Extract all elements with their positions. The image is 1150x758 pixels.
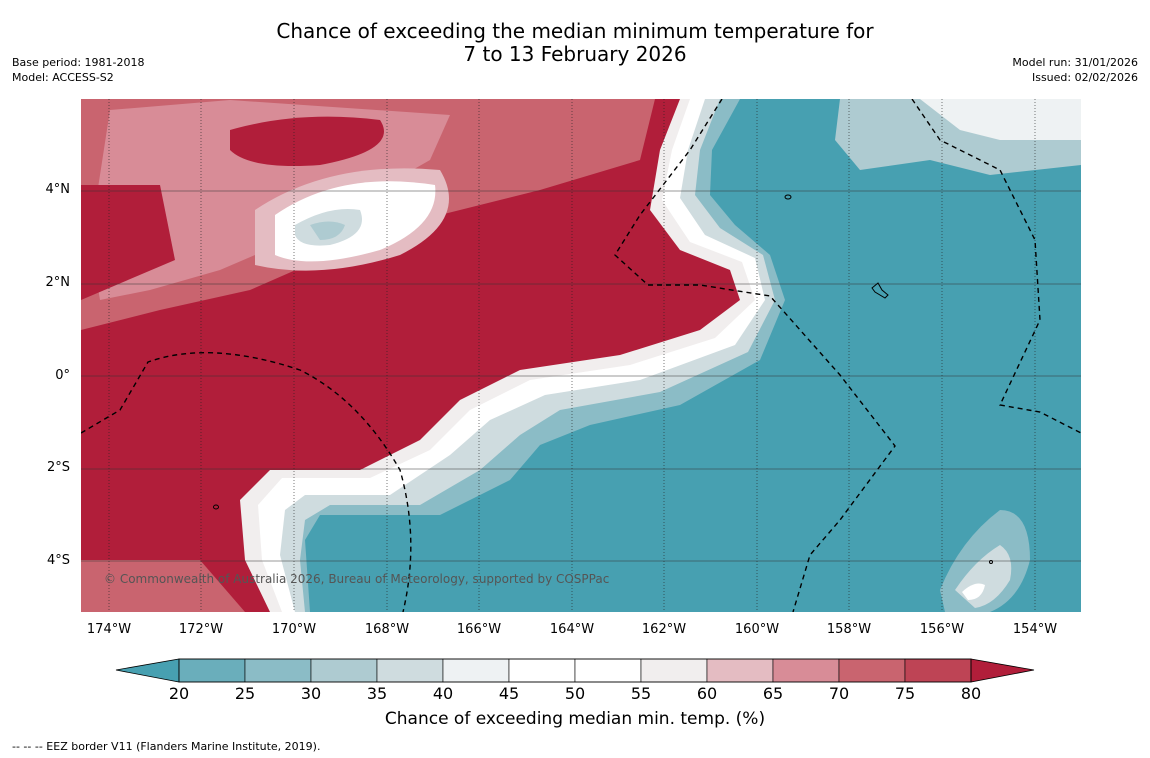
lat-label-0: 0° (55, 368, 70, 383)
colorbar-segment (310, 658, 378, 683)
colorbar-segment (442, 658, 510, 683)
copyright-notice: © Commonwealth of Australia 2026, Bureau… (104, 572, 610, 586)
colorbar-tick: 35 (366, 684, 388, 703)
colorbar-segment (904, 658, 972, 683)
ne-light-patch (920, 99, 1081, 140)
se-white-patch (962, 583, 985, 600)
colorbar-tick: 70 (828, 684, 850, 703)
contour-30-north (310, 221, 345, 240)
issued-date: Issued: 02/02/2026 (1031, 71, 1138, 84)
lon-label-162w: 162°W (641, 622, 687, 637)
contour-20-main (305, 99, 1081, 612)
colorbar-segment (574, 658, 642, 683)
lon-label-156w: 156°W (919, 622, 965, 637)
colorbar-frame (178, 658, 972, 683)
lat-label-2s: 2°S (46, 460, 70, 475)
colorbar-low-arrow (115, 658, 180, 683)
lat-label-4n: 4°N (45, 182, 71, 197)
warm-core-b (81, 185, 175, 300)
colorbar-segment (178, 658, 246, 683)
probability-contours (81, 99, 1081, 612)
lat-label-2n: 2°N (45, 275, 71, 290)
map-title-line1: Chance of exceeding the median minimum t… (276, 19, 874, 43)
colorbar-segment (838, 658, 906, 683)
base-period: Base period: 1981-2018 (12, 56, 145, 69)
colorbar-tick: 20 (168, 684, 190, 703)
model-name: Model: ACCESS-S2 (12, 71, 114, 84)
eez-borders (81, 99, 1081, 612)
contour-70-south (81, 560, 245, 612)
colorbar-tick: 30 (300, 684, 322, 703)
colorbar-high-arrow (970, 658, 1035, 683)
colorbar-tick: 75 (894, 684, 916, 703)
colorbar-label: Chance of exceeding median min. temp. (%… (384, 709, 766, 729)
colorbar-segment (376, 658, 444, 683)
colorbar-tick: 40 (432, 684, 454, 703)
colorbar-tick: 65 (762, 684, 784, 703)
warm-core-a (230, 116, 384, 166)
lon-label-168w: 168°W (364, 622, 410, 637)
colorbar-tick: 60 (696, 684, 718, 703)
model-run: Model run: 31/01/2026 (1012, 56, 1138, 69)
colorbar-tick: 80 (960, 684, 982, 703)
map-title-line2: 7 to 13 February 2026 (463, 42, 687, 66)
lat-label-4s: 4°S (46, 553, 70, 568)
lon-label-170w: 170°W (271, 622, 317, 637)
lon-label-172w: 172°W (178, 622, 224, 637)
lon-label-160w: 160°W (734, 622, 780, 637)
colorbar-segment (244, 658, 312, 683)
lon-label-166w: 166°W (456, 622, 502, 637)
lon-label-154w: 154°W (1012, 622, 1058, 637)
colorbar-segment (706, 658, 774, 683)
colorbar (115, 658, 1035, 683)
lon-label-164w: 164°W (549, 622, 595, 637)
colorbar-tick: 55 (630, 684, 652, 703)
islands (213, 194, 993, 564)
colorbar-tick: 50 (564, 684, 586, 703)
colorbar-tick: 45 (498, 684, 520, 703)
lon-label-158w: 158°W (826, 622, 872, 637)
colorbar-segment (508, 658, 576, 683)
latitude-lines (81, 190, 1081, 562)
colorbar-segment (772, 658, 840, 683)
colorbar-tick: 25 (234, 684, 256, 703)
lon-label-174w: 174°W (86, 622, 132, 637)
colorbar-segment (640, 658, 708, 683)
eez-legend-note: -- -- -- EEZ border V11 (Flanders Marine… (12, 740, 321, 753)
